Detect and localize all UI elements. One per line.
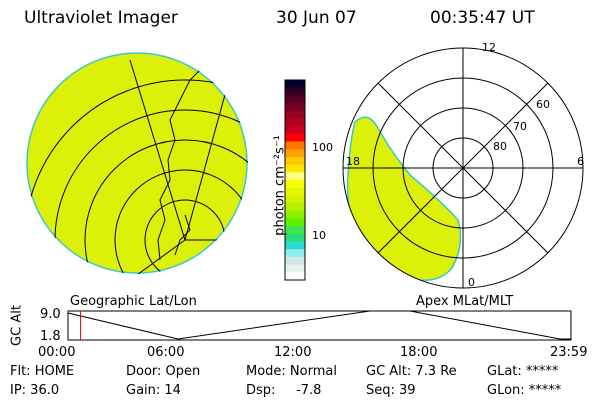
colorbar-swatch xyxy=(285,195,305,204)
geographic-panel-label: Geographic Lat/Lon xyxy=(70,294,197,309)
mlt-18-label: 18 xyxy=(346,155,360,168)
colorbar-swatch xyxy=(285,187,305,196)
mlt-12-label: 12 xyxy=(482,41,496,54)
colorbar-frame xyxy=(284,79,306,281)
gain-status: Gain: 14 xyxy=(126,383,181,398)
colorbar-swatch xyxy=(285,172,305,181)
colorbar-swatch xyxy=(285,210,305,219)
colorbar-swatch xyxy=(285,180,305,189)
mode-status: Mode: Normal xyxy=(246,364,337,379)
colorbar-swatch xyxy=(285,203,305,212)
dsp-status: Dsp: -7.8 xyxy=(246,383,322,398)
colorbar-swatch xyxy=(285,141,305,150)
ip-status: IP: 36.0 xyxy=(10,383,60,398)
time-label: 00:35:47 UT xyxy=(430,8,535,28)
mlt-6-label: 6 xyxy=(577,155,584,168)
polar-mlat-mlt-plot xyxy=(342,47,584,289)
colorbar-swatch xyxy=(285,118,305,127)
colorbar-swatch xyxy=(285,272,305,281)
colorbar-tick-100: 100 xyxy=(312,141,333,154)
colorbar-swatch xyxy=(285,249,305,258)
alt-ytick-max: 9.0 xyxy=(40,307,61,322)
mlt-0-label: 0 xyxy=(468,276,475,289)
colorbar-swatch xyxy=(285,126,305,135)
colorbar-swatch xyxy=(285,264,305,273)
colorbar-swatch xyxy=(285,164,305,173)
lat-80-label: 80 xyxy=(493,140,507,153)
colorbar-swatch xyxy=(285,241,305,250)
x-tick-2359: 23:59 xyxy=(550,345,588,360)
alt-ytick-min: 1.8 xyxy=(40,329,61,344)
glat-status: GLat: ***** xyxy=(487,364,559,379)
apex-panel-label: Apex MLat/MLT xyxy=(416,294,514,309)
x-tick-1200: 12:00 xyxy=(274,345,312,360)
gc-alt-status: GC Alt: 7.3 Re xyxy=(366,364,457,379)
colorbar-swatch xyxy=(285,95,305,104)
glon-status: GLon: ***** xyxy=(487,383,562,398)
colorbar-swatch xyxy=(285,87,305,96)
colorbar-swatch xyxy=(285,226,305,235)
colorbar-swatch xyxy=(285,233,305,243)
colorbar-swatch xyxy=(285,149,305,158)
lat-60-label: 60 xyxy=(536,98,550,111)
instrument-title: Ultraviolet Imager xyxy=(24,8,178,28)
x-tick-1800: 18:00 xyxy=(400,345,438,360)
colorbar-swatch xyxy=(285,133,305,143)
seq-status: Seq: 39 xyxy=(366,383,416,398)
colorbar-label: photon cm⁻²s⁻¹ xyxy=(272,135,288,236)
colorbar-swatch xyxy=(285,218,305,227)
colorbar-swatch xyxy=(285,103,305,112)
lat-70-label: 70 xyxy=(513,120,527,133)
colorbar-swatch xyxy=(285,156,305,166)
colorbar-swatch xyxy=(285,80,305,89)
door-status: Door: Open xyxy=(126,364,201,379)
filter-status: Flt: HOME xyxy=(10,364,75,379)
colorbar-tick-10: 10 xyxy=(312,229,326,242)
altitude-plot xyxy=(67,310,572,341)
colorbar xyxy=(284,79,306,281)
x-tick-0000: 00:00 xyxy=(38,345,76,360)
date-label: 30 Jun 07 xyxy=(276,8,357,28)
x-tick-0600: 06:00 xyxy=(147,345,185,360)
colorbar-swatch xyxy=(285,256,305,266)
colorbar-swatch xyxy=(285,110,305,119)
alt-ylabel: GC Alt xyxy=(9,305,25,346)
